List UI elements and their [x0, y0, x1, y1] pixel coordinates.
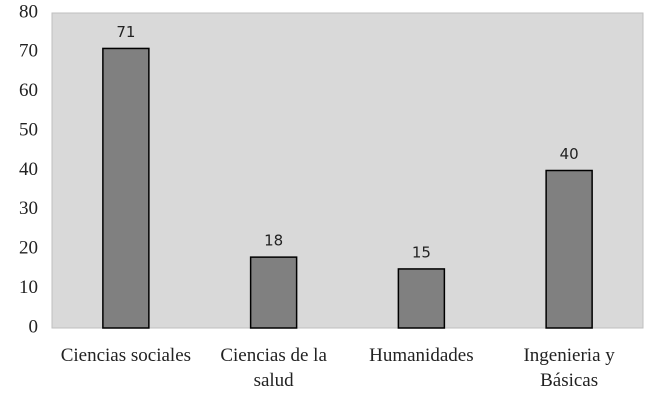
- y-tick-label: 80: [19, 1, 38, 22]
- y-tick-label: 40: [19, 159, 38, 180]
- value-label: 18: [264, 232, 283, 250]
- y-tick-label: 50: [19, 119, 38, 140]
- y-tick-label: 10: [19, 277, 38, 298]
- y-tick-label: 20: [19, 238, 38, 259]
- y-tick-label: 30: [19, 198, 38, 219]
- x-tick-label: Ciencias sociales: [60, 345, 192, 366]
- bar: [249, 256, 298, 329]
- value-label: 15: [412, 243, 431, 261]
- y-tick-label: 60: [19, 80, 38, 101]
- bar: [397, 268, 446, 329]
- value-label: 40: [560, 145, 579, 163]
- x-tick-label: Humanidades: [369, 345, 474, 366]
- x-tick-label: Ciencias de la salud: [220, 345, 327, 391]
- plot-area: [51, 12, 644, 329]
- y-tick-label: 0: [29, 316, 39, 337]
- value-label: 71: [116, 23, 135, 41]
- x-tick-label: Ingenieria y Básicas: [523, 345, 615, 391]
- bar: [102, 47, 150, 329]
- y-tick-label: 70: [19, 41, 38, 62]
- bar: [545, 169, 593, 329]
